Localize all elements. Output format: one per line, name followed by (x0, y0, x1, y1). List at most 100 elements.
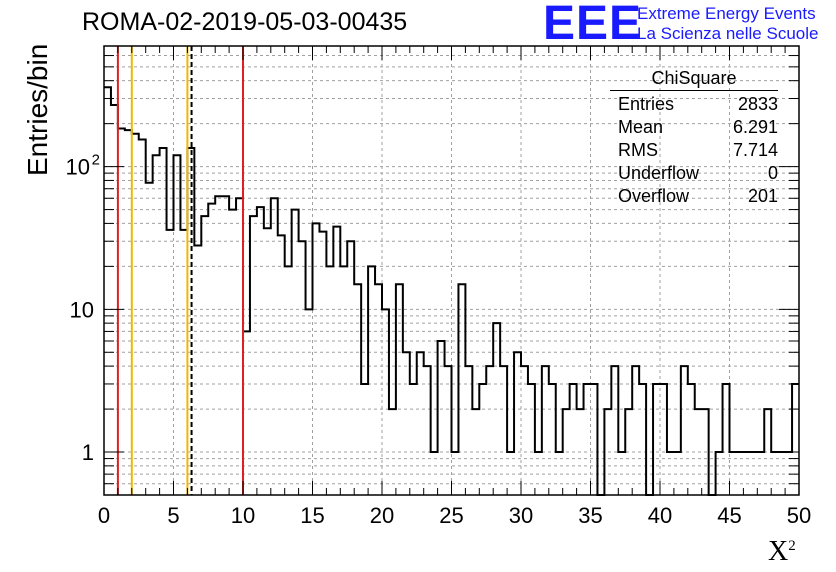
stats-label: Underflow (618, 163, 700, 183)
histogram-bin (257, 207, 264, 495)
histogram-bin (472, 409, 479, 495)
histogram-bin (180, 230, 187, 495)
stats-label: RMS (618, 140, 658, 160)
histogram-bin (319, 232, 326, 495)
histogram-bin (695, 409, 702, 495)
histogram-bin (681, 366, 688, 495)
histogram-bin (306, 309, 313, 495)
histogram-bin (333, 227, 340, 495)
histogram-bin (528, 384, 535, 495)
histogram-bin (118, 128, 125, 495)
stats-value: 6.291 (732, 117, 778, 137)
histogram-bin (285, 266, 292, 495)
histogram-bin (438, 341, 445, 495)
stats-value: 2833 (737, 94, 778, 114)
stats-row: Overflow 201 (610, 185, 778, 208)
histogram-bin (243, 331, 250, 495)
x-tick-label: 30 (509, 503, 533, 528)
histogram-bin (361, 384, 368, 495)
histogram-step-line (104, 86, 799, 496)
histogram-bin (146, 183, 153, 495)
y-tick-exponent: 2 (92, 152, 100, 169)
histogram-bin (139, 139, 146, 495)
histogram-bin (757, 452, 764, 495)
histogram-bin (340, 266, 347, 495)
histogram-bin (584, 384, 591, 495)
histogram-bin (611, 366, 618, 495)
histogram-bin (313, 223, 320, 495)
histogram-bin (153, 155, 160, 495)
x-tick-label: 5 (167, 503, 179, 528)
histogram-bin (716, 452, 723, 495)
histogram-bin (264, 228, 271, 495)
histogram-bin (229, 210, 236, 495)
histogram-bin (549, 384, 556, 495)
histogram-bin (542, 366, 549, 495)
histogram-bin (452, 452, 459, 495)
histogram-bin (639, 384, 646, 495)
histogram-bin (764, 409, 771, 495)
histogram-bin (667, 452, 674, 495)
histogram-bin (458, 284, 465, 495)
x-axis-label: X2 (768, 536, 796, 567)
histogram-bin (792, 384, 799, 495)
histogram-bin (750, 452, 757, 495)
histogram-bin (201, 216, 208, 495)
histogram-bin (591, 384, 598, 495)
histogram-bin (354, 284, 361, 495)
histogram-bin (500, 366, 507, 495)
histogram-bin (382, 309, 389, 495)
histogram-bin (174, 155, 181, 495)
x-tick-label: 10 (231, 503, 255, 528)
histogram-bin (368, 266, 375, 495)
histogram-bin (278, 235, 285, 495)
histogram-bin (132, 134, 139, 495)
stats-value: 201 (747, 186, 778, 206)
histogram-bin (431, 452, 438, 495)
histogram-bin (507, 452, 514, 495)
histogram-bin (215, 196, 222, 495)
histogram-bin (236, 198, 243, 495)
histogram-bin (563, 409, 570, 495)
stats-label: Entries (618, 94, 675, 114)
x-tick-label: 35 (578, 503, 602, 528)
y-tick-label: 1 (82, 440, 94, 465)
stats-value: 0 (767, 163, 778, 183)
stats-value: 7.714 (732, 140, 778, 160)
histogram-bin (479, 384, 486, 495)
stats-title: ChiSquare (610, 68, 778, 91)
histogram-bin (410, 384, 417, 495)
histogram-bin (736, 452, 743, 495)
x-tick-label: 40 (648, 503, 672, 528)
histogram-bin (347, 241, 354, 495)
histogram-bin (417, 352, 424, 495)
histogram-bin (660, 384, 667, 495)
eee-logo: EEE (543, 0, 643, 50)
stats-row: Entries 2833 (610, 93, 778, 116)
histogram-bin (702, 409, 709, 495)
histogram-bin (445, 366, 452, 495)
logo-line-1: Extreme Energy Events (637, 4, 816, 23)
histogram-bin (723, 384, 730, 495)
histogram-bin (632, 366, 639, 495)
histogram-bin (604, 409, 611, 495)
x-tick-label: 20 (370, 503, 394, 528)
histogram-bin (730, 452, 737, 495)
x-tick-label: 45 (717, 503, 741, 528)
histogram-bin (556, 452, 563, 495)
histogram-bin (465, 366, 472, 495)
histogram-bin (577, 409, 584, 495)
histogram-bin (194, 246, 201, 495)
x-tick-label: 25 (439, 503, 463, 528)
histogram-bin (514, 352, 521, 495)
histogram-bin (396, 284, 403, 495)
y-tick-label: 10 (70, 297, 94, 322)
histogram-bin (403, 352, 410, 495)
stats-label: Overflow (618, 186, 690, 206)
histogram-bin (125, 130, 132, 495)
histogram-bin (688, 384, 695, 495)
x-tick-label: 15 (300, 503, 324, 528)
logo-line-2: La Scienza nelle Scuole (637, 24, 819, 43)
histogram-bin (493, 323, 500, 495)
